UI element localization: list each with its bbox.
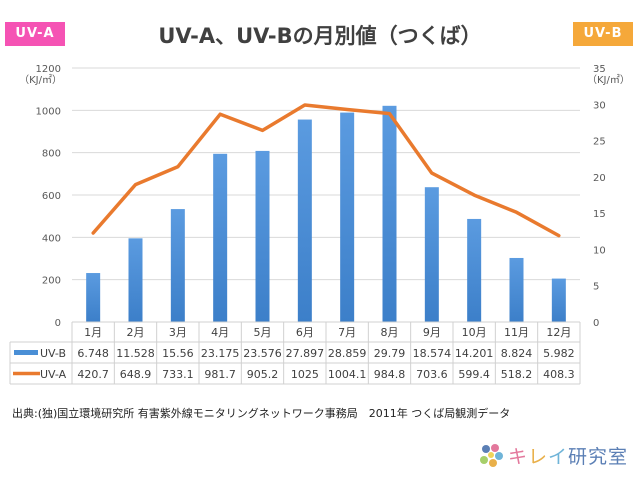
month-label: 8月 [381,326,399,339]
left-axis-tick: 1200 [36,64,61,75]
month-label: 12月 [546,326,571,339]
logo-char: 研究室 [568,445,629,468]
month-label: 11月 [504,326,529,339]
uv-b-value-cell: 6.748 [77,347,109,360]
uv-a-value-cell: 648.9 [120,368,152,381]
left-axis-tick: 1000 [36,106,61,117]
logo-char: イ [548,445,569,468]
uv-b-bar [340,112,355,322]
uv-a-value-cell: 420.7 [77,368,109,381]
uv-b-bar [424,187,439,322]
uv-b-legend-label: UV-B [40,347,66,360]
uv-a-value-cell: 518.2 [501,368,533,381]
uv-b-value-cell: 8.824 [501,347,533,360]
uv-a-value-cell: 1025 [291,368,319,381]
month-label: 10月 [462,326,487,339]
uv-b-value-cell: 27.897 [286,347,325,360]
right-axis-tick: 15 [593,209,606,220]
chart: 020040060080010001200（KJ/㎡）0510152025303… [9,64,630,385]
chart-title: UV-A、UV-Bの月別値（つくば） [158,24,482,48]
uv-a-value-cell: 984.8 [374,368,406,381]
uv-b-bar [551,278,566,322]
right-axis-unit: （KJ/㎡） [587,74,630,86]
right-axis-tick: 35 [593,64,606,75]
right-axis-tick: 0 [593,318,599,329]
logo: キレイ研究室 [478,440,628,470]
uv-b-value-cell: 15.56 [162,347,194,360]
right-axis-tick: 25 [593,137,606,148]
month-label: 6月 [296,326,314,339]
uv-b-value-cell: 29.79 [374,347,406,360]
left-axis-tick: 400 [42,233,61,244]
uv-a-value-cell: 1004.1 [328,368,367,381]
logo-char: レ [528,445,549,468]
uv-b-bar [128,238,143,322]
uv-a-badge: UV-A [5,22,65,46]
uv-b-bar [509,257,524,322]
right-axis-tick: 5 [593,282,599,293]
uv-b-bar [86,273,101,322]
uv-a-value-cell: 905.2 [247,368,279,381]
right-axis-tick: 30 [593,100,606,111]
uv-b-bar [255,150,270,322]
left-axis-tick: 0 [55,318,61,329]
uv-b-bar [467,218,482,322]
uv-b-value-cell: 28.859 [328,347,367,360]
uv-b-badge: UV-B [573,22,633,46]
source-note: 出典:(独)国立環境研究所 有害紫外線モニタリングネットワーク事務局 2011年… [12,407,511,420]
uv-b-bar [170,209,185,322]
uv-a-value-cell: 733.1 [162,368,194,381]
uv-b-bar [213,153,228,322]
uv-b-legend-swatch [14,350,38,355]
month-label: 2月 [127,326,145,339]
uv-b-value-cell: 5.982 [543,347,575,360]
right-axis-tick: 20 [593,173,606,184]
left-axis-tick: 800 [42,149,61,160]
uv-b-value-cell: 14.201 [455,347,494,360]
left-axis-tick: 200 [42,276,61,287]
uv-a-value-cell: 703.6 [416,368,448,381]
uv-a-value-cell: 981.7 [204,368,236,381]
uv-a-value-cell: 599.4 [458,368,490,381]
month-label: 5月 [254,326,272,339]
month-label: 3月 [169,326,187,339]
uv-a-legend-label: UV-A [40,368,67,381]
uv-b-bar [297,119,312,322]
uv-b-value-cell: 11.528 [116,347,155,360]
left-axis-unit: （KJ/㎡） [19,74,62,86]
flower-logo-icon [480,444,503,467]
uv-b-value-cell: 23.175 [201,347,240,360]
left-axis-tick: 600 [42,191,61,202]
uv-b-bar [382,105,397,322]
month-label: 9月 [423,326,441,339]
month-label: 4月 [211,326,229,339]
month-label: 7月 [338,326,356,339]
logo-text: キレイ研究室 [508,442,628,469]
uv-b-value-cell: 23.576 [243,347,282,360]
right-axis-tick: 10 [593,245,606,256]
logo-char: キ [508,445,529,468]
uv-a-line [91,103,561,238]
uv-b-value-cell: 18.574 [413,347,452,360]
month-label: 1月 [84,326,102,339]
uv-a-value-cell: 408.3 [543,368,575,381]
